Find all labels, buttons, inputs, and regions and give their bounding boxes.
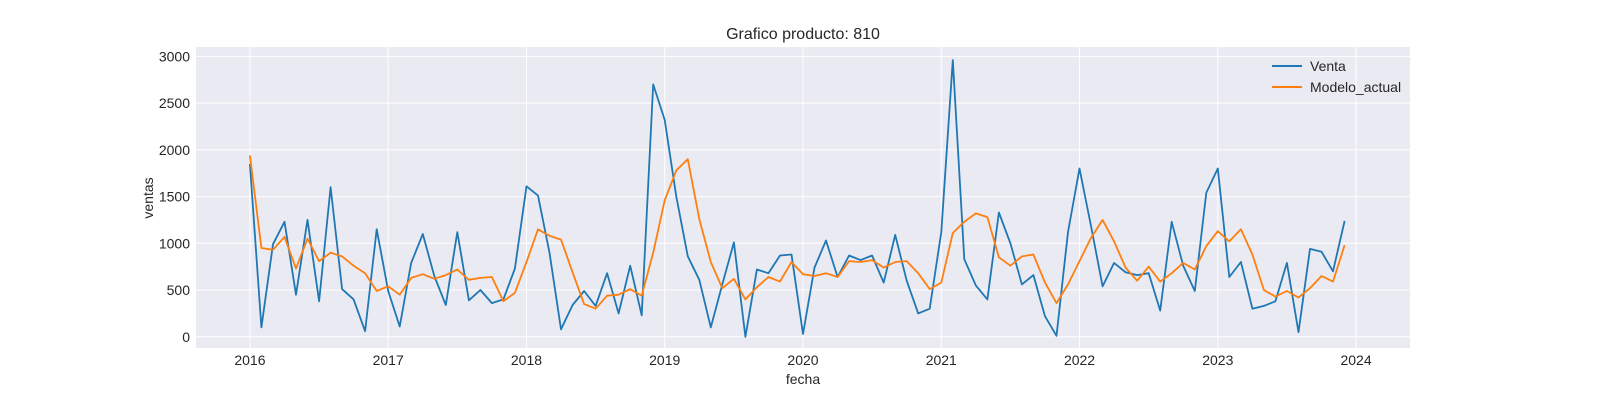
x-tick-label: 2020 xyxy=(787,352,818,368)
series-line-modelo-actual xyxy=(249,155,1346,310)
y-tick-label: 500 xyxy=(167,282,191,298)
x-tick-label: 2022 xyxy=(1064,352,1095,368)
grid xyxy=(196,47,1410,348)
y-tick-label: 3000 xyxy=(159,48,190,64)
y-tick-labels: 0 500 1000 1500 2000 2500 3000 xyxy=(159,48,190,344)
y-tick-label: 2000 xyxy=(159,142,190,158)
x-tick-label: 2021 xyxy=(926,352,957,368)
x-tick-label: 2024 xyxy=(1340,352,1371,368)
x-tick-label: 2019 xyxy=(649,352,680,368)
x-tick-label: 2017 xyxy=(373,352,404,368)
x-tick-label: 2016 xyxy=(234,352,265,368)
x-tick-label: 2023 xyxy=(1202,352,1233,368)
series-layer xyxy=(249,59,1346,338)
chart-title: Grafico producto: 810 xyxy=(726,26,880,43)
legend-label: Venta xyxy=(1310,58,1346,74)
x-axis-label: fecha xyxy=(786,371,820,387)
legend-label: Modelo_actual xyxy=(1310,79,1401,95)
legend: Venta Modelo_actual xyxy=(1272,58,1401,95)
y-tick-label: 2500 xyxy=(159,95,190,111)
y-tick-label: 0 xyxy=(182,329,190,345)
series-line-venta xyxy=(249,59,1346,338)
y-axis-label: ventas xyxy=(140,177,156,218)
x-tick-labels: 2016 2017 2018 2019 2020 2021 2022 2023 2024 xyxy=(234,352,1372,368)
x-tick-label: 2018 xyxy=(511,352,542,368)
y-tick-label: 1000 xyxy=(159,235,190,251)
y-tick-label: 1500 xyxy=(159,189,190,205)
